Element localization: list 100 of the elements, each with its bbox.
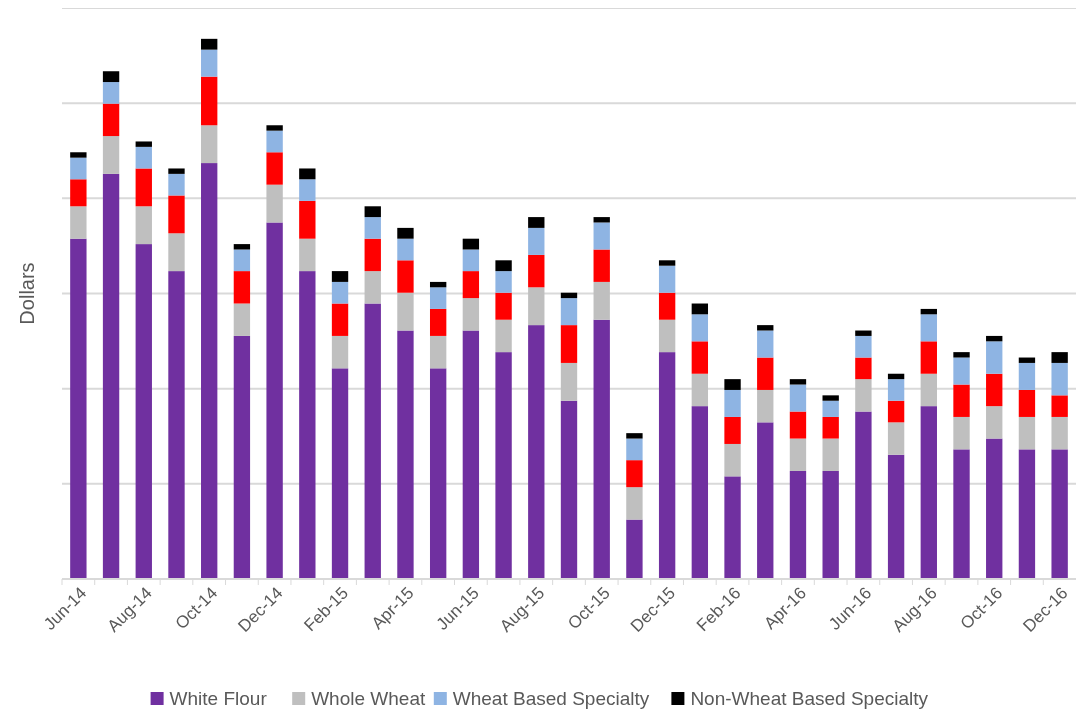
bar [429, 368, 447, 579]
bar [822, 400, 839, 417]
bar [986, 341, 1003, 374]
bar [168, 168, 185, 174]
bar [953, 449, 970, 579]
bar [397, 330, 414, 579]
bar [233, 244, 251, 250]
bar [855, 335, 872, 358]
bar [364, 238, 381, 272]
bar [135, 168, 152, 207]
bar [168, 271, 185, 579]
bar [1051, 395, 1068, 417]
bar [331, 368, 349, 579]
bar [331, 271, 349, 282]
bar [887, 400, 905, 423]
bar [462, 271, 480, 299]
bar [953, 384, 970, 417]
bar [724, 443, 741, 477]
bar [70, 238, 87, 579]
bar [331, 335, 349, 369]
y-axis-title: Dollars [16, 262, 38, 325]
bar [429, 335, 447, 369]
bar [299, 238, 316, 272]
bar [168, 195, 185, 234]
bar [364, 271, 381, 304]
bar [299, 271, 316, 579]
bar [266, 152, 283, 185]
bar [822, 470, 839, 579]
bar [299, 200, 316, 239]
bar [70, 152, 87, 158]
bar [658, 260, 676, 266]
legend-label: Wheat Based Specialty [452, 688, 650, 709]
bar [855, 379, 872, 412]
bar [658, 265, 676, 293]
bar [364, 217, 381, 239]
bar [1018, 389, 1036, 417]
bar [560, 325, 578, 363]
bar [1051, 362, 1068, 396]
legend-label: Non-Wheat Based Specialty [690, 688, 929, 709]
bar [1018, 362, 1036, 390]
legend-label: White Flour [169, 688, 268, 709]
bar [331, 281, 349, 304]
bar [168, 173, 185, 196]
bar [953, 416, 970, 450]
bar [233, 335, 251, 579]
bar [560, 298, 578, 326]
bar [822, 395, 839, 401]
bar [201, 76, 218, 126]
bar [233, 271, 251, 304]
bar [855, 357, 872, 380]
bar [953, 352, 970, 358]
bar [724, 379, 741, 390]
bar [822, 416, 839, 439]
bar [691, 341, 709, 374]
bar [986, 438, 1003, 579]
bar [887, 454, 905, 579]
bar [986, 406, 1003, 439]
bar [266, 222, 283, 579]
bar [201, 38, 218, 50]
bar [201, 49, 218, 77]
bar [70, 179, 87, 207]
bar [626, 460, 643, 488]
bar [1018, 449, 1036, 579]
bar [986, 373, 1003, 407]
bar [495, 271, 512, 293]
bar [789, 438, 807, 471]
bar [233, 249, 251, 272]
bar [560, 362, 578, 401]
bar [299, 168, 316, 180]
bar [102, 71, 120, 83]
bar [429, 281, 447, 288]
bar [102, 103, 120, 137]
bar [495, 260, 512, 272]
bar [887, 379, 905, 401]
bar [658, 292, 676, 320]
bar [462, 298, 480, 331]
bar [920, 308, 937, 315]
bar [757, 422, 774, 579]
bar [266, 125, 283, 131]
bar [1051, 449, 1068, 579]
bar [364, 303, 381, 579]
bar [168, 233, 185, 272]
bar [1018, 416, 1036, 450]
bar [495, 352, 512, 579]
bar [691, 303, 709, 315]
bar [135, 146, 152, 169]
bar [724, 476, 741, 579]
bar [789, 384, 807, 412]
bar [201, 125, 218, 164]
bar [757, 325, 774, 331]
bar [789, 411, 807, 439]
bar [626, 438, 643, 461]
bar [1051, 352, 1068, 363]
bar [724, 389, 741, 417]
bar [691, 314, 709, 342]
bar [201, 163, 218, 579]
bar [397, 227, 414, 239]
bar [135, 141, 152, 147]
bar [70, 157, 87, 180]
legend-label: Whole Wheat [311, 688, 426, 709]
